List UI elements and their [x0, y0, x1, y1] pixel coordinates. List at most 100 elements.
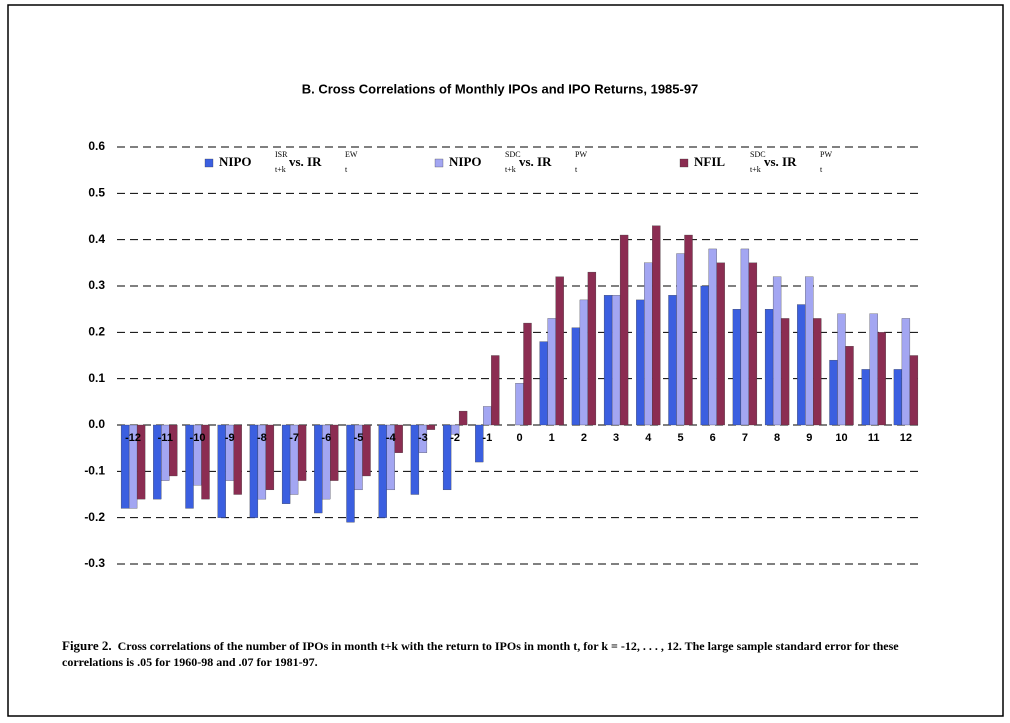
y-tick-label: -0.3	[84, 556, 105, 570]
x-tick-label: 9	[806, 432, 812, 444]
bar	[740, 248, 750, 426]
x-tick-label: 5	[677, 432, 683, 444]
x-tick-label: 10	[835, 432, 847, 444]
caption-text: Cross correlations of the number of IPOs…	[62, 639, 899, 669]
bar	[475, 424, 484, 463]
bar	[813, 318, 822, 426]
bar	[619, 234, 629, 426]
x-tick-label: -5	[354, 432, 364, 444]
y-tick-label: -0.2	[84, 510, 105, 524]
bar	[587, 271, 597, 426]
bar	[418, 424, 428, 453]
legend-swatch	[204, 158, 214, 168]
bar	[805, 276, 814, 426]
bar	[676, 253, 685, 426]
x-tick-label: -7	[289, 432, 299, 444]
bar	[579, 299, 589, 426]
bar	[386, 424, 395, 491]
frame	[7, 4, 1004, 717]
legend-sub: t	[820, 165, 823, 174]
bar	[700, 285, 709, 426]
bar	[829, 359, 838, 426]
legend-item: NIPO SDC t+kvs. IR PW t	[434, 150, 587, 174]
bar	[644, 262, 653, 426]
bar	[603, 295, 613, 426]
figure-label: Figure 2.	[62, 638, 112, 653]
x-tick-label: -1	[482, 432, 492, 444]
bar	[442, 424, 452, 491]
bar	[483, 406, 492, 426]
x-tick-label: -9	[225, 432, 235, 444]
x-tick-label: 4	[645, 432, 652, 444]
legend-sup: EW	[345, 150, 358, 159]
bar	[668, 295, 677, 426]
legend-label: vs. IR	[519, 154, 552, 169]
x-tick-label: 8	[774, 432, 780, 444]
bar	[861, 369, 870, 426]
bar	[515, 383, 524, 426]
bar	[169, 424, 178, 477]
y-tick-label: 0.2	[88, 325, 105, 339]
bar	[909, 355, 919, 426]
x-tick-label: 6	[710, 432, 716, 444]
bar	[201, 424, 210, 500]
legend-label: vs. IR	[764, 154, 797, 169]
bar	[708, 248, 717, 426]
x-tick-label: 7	[742, 432, 748, 444]
x-tick-label: -8	[257, 432, 267, 444]
x-tick-label: -12	[125, 432, 141, 444]
bar	[877, 332, 886, 426]
bar	[732, 309, 742, 426]
legend-sup: ISR	[275, 150, 288, 159]
bar	[523, 322, 532, 426]
y-tick-label: 0.5	[88, 186, 105, 200]
bar	[491, 355, 500, 426]
bar	[233, 424, 242, 495]
legend-label: vs. IR	[289, 154, 322, 169]
caption: Figure 2. Cross correlations of the numb…	[62, 638, 962, 670]
legend-sup: SDC	[505, 150, 521, 159]
legend-sub: t+k	[750, 165, 761, 174]
x-tick-label: 3	[613, 432, 619, 444]
bar	[410, 424, 420, 495]
bar	[764, 309, 774, 426]
legend-sup: PW	[575, 150, 587, 159]
bar	[797, 304, 806, 426]
legend-swatch	[679, 158, 689, 168]
legend-item: NIPO ISR t+kvs. IR EW t	[204, 150, 358, 174]
bar	[136, 424, 146, 500]
chart-title: B. Cross Correlations of Monthly IPOs an…	[302, 81, 699, 96]
bar	[611, 295, 621, 426]
bar	[362, 424, 371, 477]
x-tick-label: -10	[190, 432, 206, 444]
x-tick-label: -11	[158, 432, 173, 444]
bar	[297, 424, 307, 481]
bar	[748, 262, 758, 426]
legend-swatch	[434, 158, 444, 168]
y-tick-label: 0.3	[88, 278, 105, 292]
y-tick-label: 0.0	[88, 417, 105, 431]
x-tick-label: -3	[418, 432, 428, 444]
bar	[845, 346, 854, 426]
bar	[330, 424, 339, 481]
y-tick-label: 0.4	[88, 232, 105, 246]
bar	[869, 313, 878, 426]
x-tick-label: -6	[321, 432, 331, 444]
x-tick-label: 11	[868, 432, 880, 444]
bar	[652, 225, 661, 426]
legend-label: NFIL	[694, 154, 725, 169]
x-tick-label: -4	[386, 432, 397, 444]
legend-sub: t+k	[275, 165, 286, 174]
legend-sup: SDC	[750, 150, 766, 159]
y-tick-label: -0.1	[84, 464, 105, 478]
bar	[571, 327, 581, 426]
bar	[837, 313, 846, 426]
bar	[901, 318, 911, 426]
bar	[539, 341, 548, 426]
bar	[555, 276, 564, 426]
legend-label: NIPO	[449, 154, 482, 169]
legend-sub: t	[575, 165, 578, 174]
bar	[547, 318, 556, 426]
